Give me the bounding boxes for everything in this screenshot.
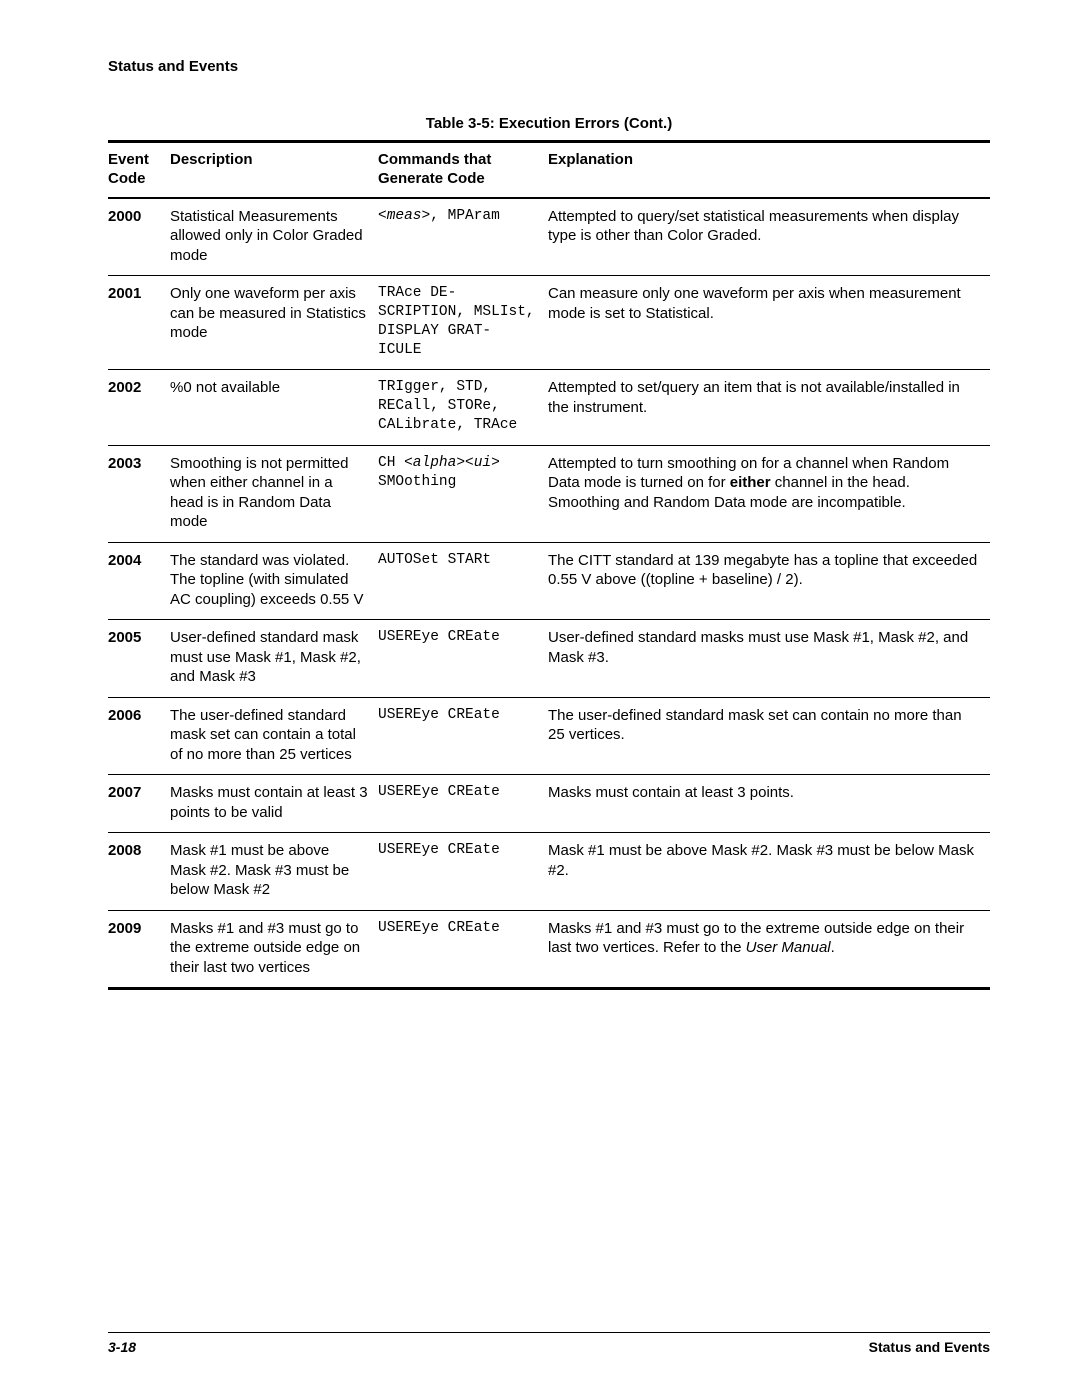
cell-event-code: 2002: [108, 370, 170, 446]
cell-explanation: Masks must contain at least 3 points.: [548, 775, 990, 833]
section-header: Status and Events: [108, 58, 990, 75]
cell-description: Smoothing is not permitted when either c…: [170, 445, 378, 542]
cell-description: Mask #1 must be above Mask #2. Mask #3 m…: [170, 833, 378, 911]
cell-event-code: 2001: [108, 276, 170, 370]
cell-commands: AUTOSet STARt: [378, 542, 548, 620]
cell-event-code: 2004: [108, 542, 170, 620]
cell-explanation: Attempted to set/query an item that is n…: [548, 370, 990, 446]
cell-description: The user-defined standard mask set can c…: [170, 697, 378, 775]
cell-commands: <meas>, MPAram: [378, 198, 548, 276]
cell-event-code: 2007: [108, 775, 170, 833]
cell-explanation: Attempted to query/set statistical measu…: [548, 198, 990, 276]
col-header-code: EventCode: [108, 142, 170, 198]
cell-description: Masks #1 and #3 must go to the extreme o…: [170, 910, 378, 989]
table-row: 2006The user-defined standard mask set c…: [108, 697, 990, 775]
table-row: 2002%0 not availableTRIgger, STD,RECall,…: [108, 370, 990, 446]
errors-table: EventCode Description Commands thatGener…: [108, 140, 990, 990]
col-header-expl: Explanation: [548, 142, 990, 198]
cell-description: Masks must contain at least 3 points to …: [170, 775, 378, 833]
cell-explanation: The user-defined standard mask set can c…: [548, 697, 990, 775]
cell-event-code: 2000: [108, 198, 170, 276]
cell-explanation: Can measure only one waveform per axis w…: [548, 276, 990, 370]
cell-commands: CH <alpha><ui>SMOothing: [378, 445, 548, 542]
cell-description: %0 not available: [170, 370, 378, 446]
table-row: 2009Masks #1 and #3 must go to the extre…: [108, 910, 990, 989]
cell-event-code: 2003: [108, 445, 170, 542]
table-row: 2005User-defined standard mask must use …: [108, 620, 990, 698]
cell-commands: USEREye CREate: [378, 697, 548, 775]
col-header-cmd: Commands thatGenerate Code: [378, 142, 548, 198]
table-row: 2008Mask #1 must be above Mask #2. Mask …: [108, 833, 990, 911]
table-row: 2003Smoothing is not permitted when eith…: [108, 445, 990, 542]
cell-commands: USEREye CREate: [378, 620, 548, 698]
table-row: 2000Statistical Measurements allowed onl…: [108, 198, 990, 276]
table-row: 2001Only one waveform per axis can be me…: [108, 276, 990, 370]
cell-explanation: User-defined standard masks must use Mas…: [548, 620, 990, 698]
cell-description: Statistical Measurements allowed only in…: [170, 198, 378, 276]
cell-event-code: 2008: [108, 833, 170, 911]
cell-description: User-defined standard mask must use Mask…: [170, 620, 378, 698]
footer-section: Status and Events: [869, 1339, 990, 1355]
table-row: 2007Masks must contain at least 3 points…: [108, 775, 990, 833]
cell-commands: TRIgger, STD,RECall, STORe,CALibrate, TR…: [378, 370, 548, 446]
cell-explanation: Attempted to turn smoothing on for a cha…: [548, 445, 990, 542]
table-row: 2004The standard was violated. The topli…: [108, 542, 990, 620]
cell-commands: USEREye CREate: [378, 833, 548, 911]
cell-explanation: Mask #1 must be above Mask #2. Mask #3 m…: [548, 833, 990, 911]
cell-commands: TRAce DE-SCRIPTION, MSLIst,DISPLAY GRAT-…: [378, 276, 548, 370]
cell-event-code: 2009: [108, 910, 170, 989]
cell-explanation: The CITT standard at 139 megabyte has a …: [548, 542, 990, 620]
cell-event-code: 2005: [108, 620, 170, 698]
cell-commands: USEREye CREate: [378, 910, 548, 989]
cell-event-code: 2006: [108, 697, 170, 775]
cell-description: The standard was violated. The topline (…: [170, 542, 378, 620]
table-body: 2000Statistical Measurements allowed onl…: [108, 198, 990, 989]
document-page: Status and Events Table 3-5: Execution E…: [0, 0, 1080, 1397]
col-header-desc: Description: [170, 142, 378, 198]
table-header-row: EventCode Description Commands thatGener…: [108, 142, 990, 198]
cell-explanation: Masks #1 and #3 must go to the extreme o…: [548, 910, 990, 989]
page-footer: 3-18 Status and Events: [108, 1332, 990, 1355]
cell-commands: USEREye CREate: [378, 775, 548, 833]
page-number: 3-18: [108, 1339, 136, 1355]
cell-description: Only one waveform per axis can be measur…: [170, 276, 378, 370]
table-title: Table 3-5: Execution Errors (Cont.): [108, 115, 990, 132]
